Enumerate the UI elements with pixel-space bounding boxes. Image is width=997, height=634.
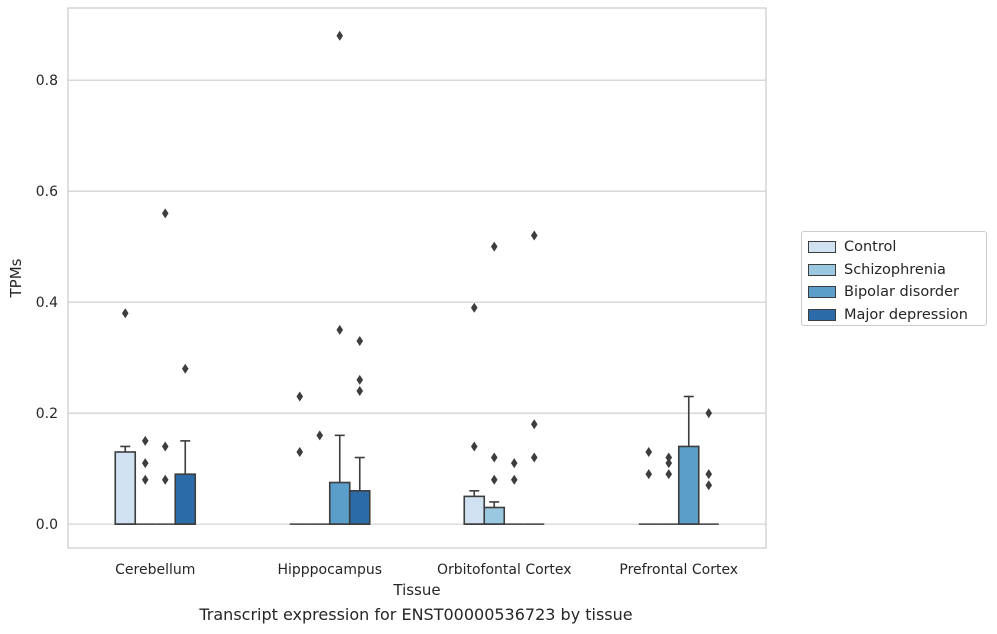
- x-axis-label: Tissue: [392, 581, 440, 599]
- box-series-2-cat-3: [677, 445, 700, 525]
- outlier-series-3-cat-2-0: [530, 452, 538, 463]
- legend-swatch-major-depression: [808, 308, 836, 321]
- outlier-series-3-cat-1-1: [356, 374, 364, 385]
- outlier-series-1-cat-3-2: [665, 452, 673, 463]
- x-tick-label-1: Hipppocampus: [277, 562, 382, 578]
- outlier-series-1-cat-0-2: [141, 435, 149, 446]
- outlier-series-1-cat-0-0: [141, 474, 149, 485]
- box-series-3-cat-0: [174, 473, 197, 525]
- plot-area-frame: [67, 7, 767, 549]
- box-series-2-cat-1: [328, 481, 351, 525]
- x-axis-ticks: Cerebellum Hipppocampus Orbitofontal Corte…: [115, 562, 738, 578]
- outlier-series-3-cat-3-1: [705, 469, 713, 480]
- outlier-series-1-cat-2-2: [490, 241, 498, 252]
- y-tick-label-3: 0.6: [36, 184, 58, 200]
- legend-label-control: Control: [844, 239, 897, 256]
- outlier-series-1-cat-3-0: [665, 469, 673, 480]
- legend-swatch-schizophrenia: [808, 263, 836, 276]
- legend-item-control: Control: [808, 236, 986, 259]
- legend-label-bipolar-disorder: Bipolar disorder: [844, 284, 959, 301]
- outlier-series-1-cat-3-1: [665, 458, 673, 469]
- y-tick-label-2: 0.4: [36, 295, 58, 311]
- y-tick-label-0: 0.0: [36, 517, 58, 533]
- x-tick-label-2: Orbitofontal Cortex: [437, 562, 572, 578]
- x-tick-label-0: Cerebellum: [115, 562, 195, 578]
- outlier-series-1-cat-0-1: [141, 458, 149, 469]
- chart-caption: Transcript expression for ENST0000053672…: [199, 605, 633, 624]
- y-axis-ticks: 0.0 0.2 0.4 0.6 0.8: [36, 73, 58, 533]
- legend-label-schizophrenia: Schizophrenia: [844, 261, 946, 278]
- x-tick-label-3: Prefrontal Cortex: [619, 562, 738, 578]
- box-series-0-cat-2: [463, 495, 486, 525]
- outlier-series-0-cat-0-0: [121, 308, 129, 319]
- outlier-series-3-cat-1-2: [356, 335, 364, 346]
- box-series-1-cat-2: [483, 506, 506, 525]
- outlier-series-1-cat-2-0: [490, 474, 498, 485]
- outlier-series-0-cat-2-1: [470, 302, 478, 313]
- outlier-series-1-cat-2-1: [490, 452, 498, 463]
- box-series-0-cat-0: [114, 451, 137, 525]
- outlier-series-0-cat-2-0: [470, 441, 478, 452]
- legend-swatch-bipolar-disorder: [808, 286, 836, 299]
- legend-item-major-depression: Major depression: [808, 304, 986, 327]
- outlier-series-1-cat-1-0: [316, 430, 324, 441]
- outlier-series-3-cat-2-2: [530, 230, 538, 241]
- box-plot-marks: [114, 30, 719, 525]
- outlier-series-0-cat-3-0: [645, 469, 653, 480]
- outlier-series-2-cat-2-1: [510, 458, 518, 469]
- outlier-series-3-cat-3-0: [705, 480, 713, 491]
- outlier-series-0-cat-1-1: [296, 391, 304, 402]
- legend-label-major-depression: Major depression: [844, 306, 968, 323]
- y-axis-label: TPMs: [7, 258, 25, 298]
- outlier-series-3-cat-2-1: [530, 419, 538, 430]
- outlier-series-2-cat-0-0: [161, 474, 169, 485]
- outlier-series-0-cat-3-1: [645, 446, 653, 457]
- y-tick-label-1: 0.2: [36, 406, 58, 422]
- outlier-series-3-cat-0-0: [181, 363, 189, 374]
- outlier-series-3-cat-1-0: [356, 385, 364, 396]
- legend-item-schizophrenia: Schizophrenia: [808, 259, 986, 282]
- outlier-series-2-cat-1-0: [336, 324, 344, 335]
- outlier-series-0-cat-1-0: [296, 446, 304, 457]
- gridlines: [68, 79, 766, 525]
- outlier-series-2-cat-0-1: [161, 441, 169, 452]
- box-series-3-cat-1: [348, 490, 371, 525]
- legend-swatch-control: [808, 241, 836, 254]
- outlier-series-2-cat-1-1: [336, 30, 344, 41]
- outlier-series-2-cat-0-2: [161, 208, 169, 219]
- outlier-series-3-cat-3-2: [705, 408, 713, 419]
- legend: Control Schizophrenia Bipolar disorder M…: [801, 231, 987, 326]
- legend-item-bipolar-disorder: Bipolar disorder: [808, 281, 986, 304]
- outlier-series-2-cat-2-0: [510, 474, 518, 485]
- y-tick-label-4: 0.8: [36, 73, 58, 89]
